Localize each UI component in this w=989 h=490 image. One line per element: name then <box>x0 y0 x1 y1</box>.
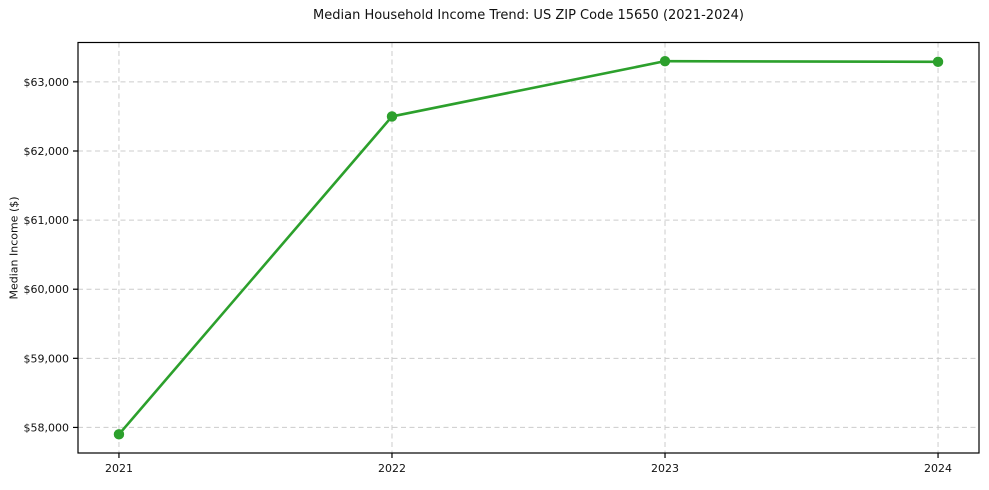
y-tick-label: $60,000 <box>24 283 70 296</box>
data-point-marker <box>932 56 944 68</box>
plot-border <box>77 41 980 454</box>
data-point-marker <box>659 55 671 67</box>
x-tick-label: 2024 <box>924 462 952 475</box>
y-tick-label: $62,000 <box>24 145 70 158</box>
x-tick-label: 2023 <box>651 462 679 475</box>
trend-line <box>117 59 940 436</box>
y-tick-label: $63,000 <box>24 76 70 89</box>
chart-title: Median Household Income Trend: US ZIP Co… <box>313 8 744 23</box>
x-tick-label: 2022 <box>378 462 406 475</box>
x-tick-label: 2021 <box>105 462 133 475</box>
data-point-marker <box>113 429 125 440</box>
y-tick-label: $59,000 <box>24 352 70 365</box>
y-tick-label: $61,000 <box>24 214 70 227</box>
y-tick-label: $58,000 <box>24 421 70 434</box>
data-point-marker <box>386 111 398 122</box>
